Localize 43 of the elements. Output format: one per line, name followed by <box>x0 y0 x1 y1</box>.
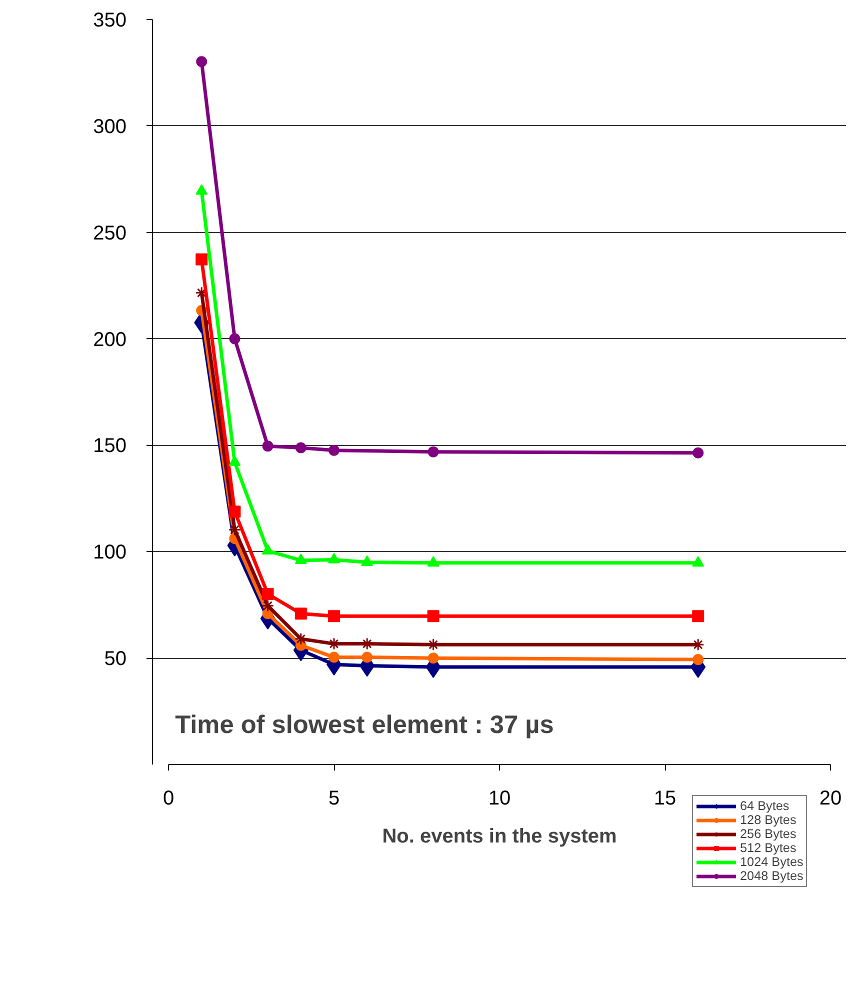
x-axis-title: No. events in the system <box>382 826 617 848</box>
legend-label: 128 Bytes <box>740 813 796 827</box>
legend-label: 512 Bytes <box>740 841 796 855</box>
point <box>428 446 439 458</box>
point <box>692 447 704 458</box>
legend-label: 256 Bytes <box>740 827 796 841</box>
point <box>228 506 241 518</box>
point <box>427 610 440 622</box>
legend-label: 1024 Bytes <box>740 855 804 869</box>
point <box>262 588 274 600</box>
point <box>692 556 704 567</box>
point <box>196 56 208 68</box>
point <box>196 253 208 266</box>
point <box>262 440 274 452</box>
point <box>362 652 373 663</box>
point <box>328 610 340 622</box>
point <box>229 333 240 344</box>
y-tick-label: 200 <box>93 328 127 351</box>
point <box>427 556 440 567</box>
x-tick-label: 10 <box>488 788 511 810</box>
y-tick-label: 150 <box>93 435 127 458</box>
y-tick-label: 300 <box>93 116 127 138</box>
y-tick-label: 250 <box>93 222 127 244</box>
point <box>294 554 307 564</box>
point <box>294 608 307 620</box>
y-tick-label: 100 <box>93 542 127 564</box>
x-tick-label: 0 <box>162 788 174 810</box>
point <box>295 442 306 454</box>
point <box>428 652 439 664</box>
point <box>328 444 340 456</box>
y-tick-label: 350 <box>93 10 127 32</box>
y-tick-label: 50 <box>104 648 127 670</box>
point <box>196 184 208 195</box>
x-tick-label: 15 <box>654 788 676 810</box>
annotation: Time of slowest element : 37 µs <box>175 710 554 739</box>
point <box>692 654 704 666</box>
point <box>262 599 274 612</box>
point <box>328 652 340 663</box>
legend-label: 64 Bytes <box>740 799 790 813</box>
x-tick-label: 20 <box>819 788 842 810</box>
x-tick-label: 5 <box>328 788 340 810</box>
point <box>692 610 704 622</box>
legend-label: 2048 Bytes <box>740 869 804 883</box>
